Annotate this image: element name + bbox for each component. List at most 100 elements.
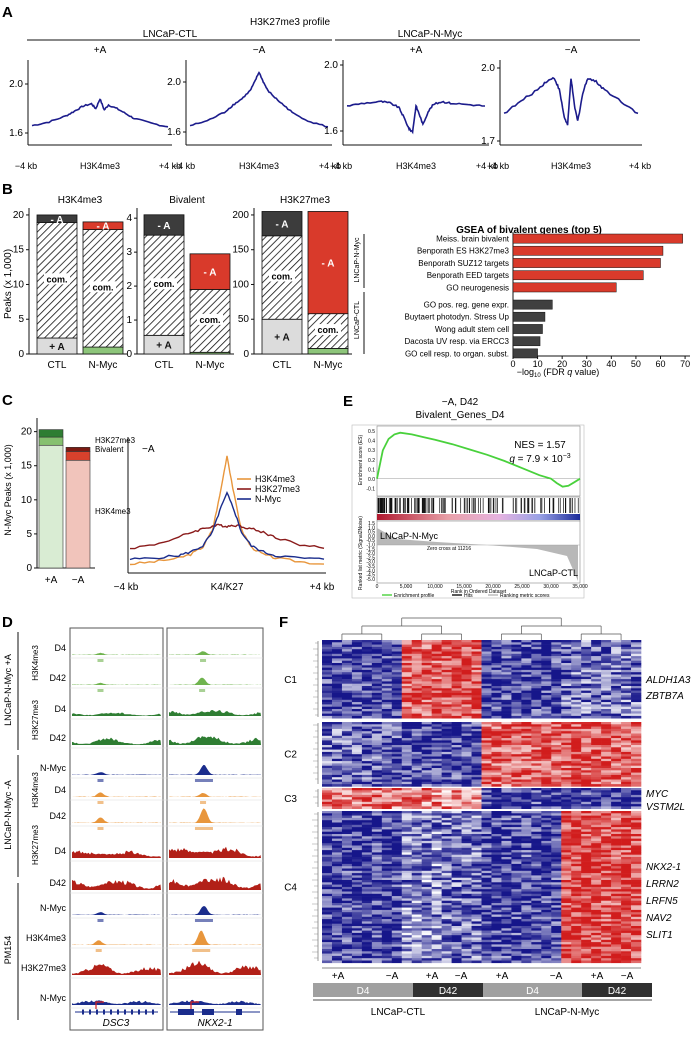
heatmap-cell [631,656,641,659]
heatmap-cell [621,797,631,800]
heatmap-cell [462,885,472,888]
heatmap-cell [611,722,621,725]
heatmap-cell [621,707,631,710]
heatmap-cell [482,921,492,924]
heatmap-cell [601,846,611,849]
heatmap-cell [491,961,501,964]
heatmap-cell [392,961,402,964]
heatmap-cell [611,709,621,712]
heatmap-cell [611,931,621,934]
heatmap-cell [332,942,342,945]
heatmap-cell [462,649,472,652]
heatmap-cell [621,804,631,807]
heatmap-cell [342,811,352,814]
heatmap-cell [541,684,551,687]
heatmap-cell [631,663,641,666]
heatmap-cell [541,938,551,941]
heatmap-cell [611,750,621,753]
heatmap-cell [511,919,521,922]
heatmap-cell [631,775,641,778]
heatmap-cell [322,848,332,851]
heatmap-cell [382,928,392,931]
heatmap-cell [402,931,412,934]
heatmap-cell [601,672,611,675]
heatmap-cell [432,729,442,732]
heatmap-cell [511,647,521,650]
heatmap-cell [412,864,422,867]
heatmap-cell [422,933,432,936]
heatmap-cell [591,754,601,757]
heatmap-cell [472,684,482,687]
heatmap-cell [352,811,362,814]
heatmap-cell [482,862,492,865]
heatmap-cell [561,695,571,698]
heatmap-cell [631,802,641,805]
heatmap-cell [392,878,402,881]
heatmap-cell [601,761,611,764]
heatmap-cell [462,924,472,927]
heatmap-cell [422,917,432,920]
heatmap-cell [501,698,511,701]
heatmap-cell [472,949,482,952]
heatmap-cell [601,836,611,839]
track-label: N-Myc [40,763,66,773]
heatmap-cell [332,777,342,780]
heatmap-cell [621,768,631,771]
heatmap-cell [412,649,422,652]
heatmap-cell [621,698,631,701]
heatmap-cell [432,889,442,892]
heatmap-cell [611,745,621,748]
heatmap-cell [462,661,472,664]
heatmap-cell [432,752,442,755]
coverage-track [72,683,161,685]
heatmap-cell [402,658,412,661]
heatmap-cell [611,668,621,671]
heatmap-cell [462,859,472,862]
heatmap-cell [432,928,442,931]
heatmap-cell [442,691,452,694]
heatmap-cell [462,734,472,737]
heatmap-cell [611,775,621,778]
heatmap-cell [621,665,631,668]
heatmap-cell [402,698,412,701]
heatmap-cell [362,875,372,878]
heatmap-cell [531,665,541,668]
heatmap-cell [561,843,571,846]
heatmap-cell [501,727,511,730]
heatmap-cell [442,640,452,643]
heatmap-cell [591,740,601,743]
heatmap-cell [342,951,352,954]
heatmap-cell [551,645,561,648]
heatmap-cell [561,711,571,714]
heatmap-cell [482,875,492,878]
heatmap-cell [422,852,432,855]
heatmap-cell [342,892,352,895]
heatmap-cell [342,642,352,645]
heatmap-cell [452,933,462,936]
heatmap-cell [581,716,591,719]
heatmap-cell [591,827,601,830]
heatmap-cell [581,722,591,725]
heatmap-cell [601,839,611,842]
heatmap-cell [452,829,462,832]
heatmap-cell [501,873,511,876]
heatmap-cell [332,887,342,890]
heatmap-cell [621,658,631,661]
heatmap-cell [392,677,402,680]
heatmap-cell [352,933,362,936]
heatmap-cell [482,724,492,727]
heatmap-cell [382,675,392,678]
heatmap-cell [332,698,342,701]
heatmap-cell [472,859,482,862]
heatmap-cell [442,795,452,798]
heatmap-cell [501,846,511,849]
heatmap-cell [442,947,452,950]
heatmap-cell [501,777,511,780]
heatmap-cell [372,942,382,945]
bar-segment-plus [308,348,348,354]
heatmap-cell [551,640,561,643]
seg-label-minus: - A [204,268,217,279]
heatmap-cell [392,827,402,830]
heatmap-cell [402,855,412,858]
heatmap-cell [462,761,472,764]
